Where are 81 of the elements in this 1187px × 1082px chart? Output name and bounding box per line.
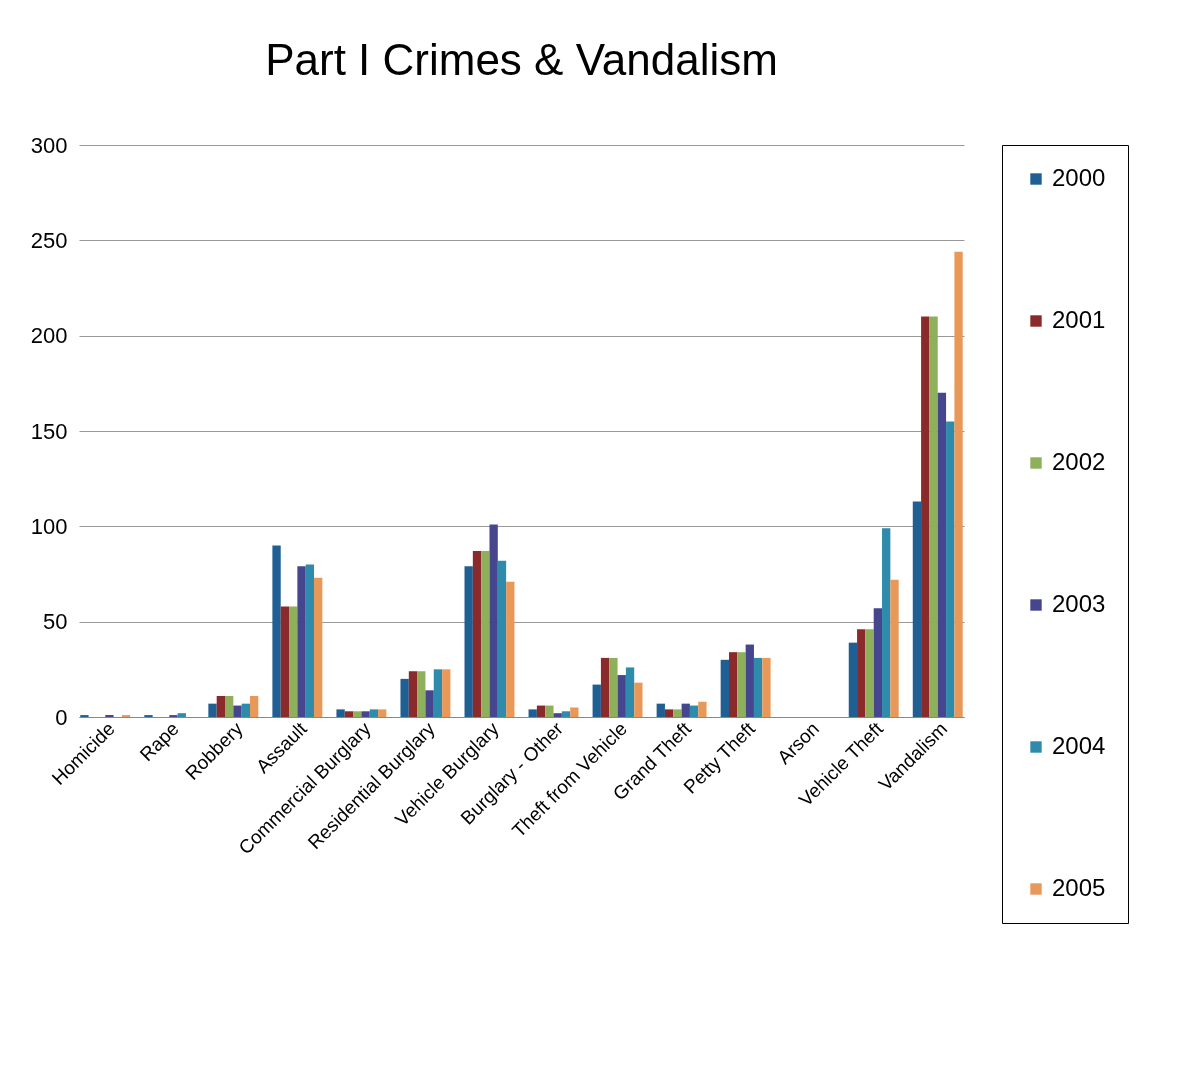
bar (592, 684, 601, 717)
bar (506, 581, 515, 717)
bar (433, 669, 443, 717)
bar (609, 657, 618, 717)
y-tick-label: 250 (30, 227, 68, 253)
legend-label: 2005 (1052, 874, 1106, 901)
bar (762, 657, 771, 717)
bar (233, 705, 242, 717)
bar (297, 566, 306, 717)
legend-label: 2003 (1052, 590, 1106, 617)
bar (882, 528, 891, 717)
bar (314, 577, 323, 717)
legend-label: 2004 (1052, 732, 1106, 759)
bar (634, 682, 643, 717)
legend-label: 2001 (1052, 306, 1106, 333)
bar (225, 696, 234, 717)
bar (553, 713, 562, 717)
bar (417, 671, 426, 717)
bar (528, 709, 537, 717)
bar (937, 392, 947, 717)
chart-title: Part I Crimes & Vandalism (265, 35, 778, 84)
bar (241, 703, 250, 717)
y-tick-label: 150 (30, 418, 68, 444)
bar (408, 671, 418, 717)
bar (737, 652, 746, 717)
bar (890, 579, 899, 717)
bar (929, 316, 938, 717)
bar (249, 696, 259, 717)
bar (442, 669, 451, 717)
bar (536, 705, 546, 717)
bar (336, 709, 345, 717)
bar (289, 606, 298, 717)
bar (873, 608, 883, 717)
bar (400, 678, 409, 717)
bar (745, 644, 754, 717)
y-tick-label: 300 (30, 132, 68, 158)
bar (673, 709, 682, 717)
y-tick-label: 50 (43, 609, 68, 635)
bar (689, 705, 699, 717)
bar (625, 667, 635, 717)
bar (497, 560, 507, 717)
legend-label: 2000 (1052, 164, 1106, 191)
bar (353, 711, 362, 717)
bar (664, 709, 674, 717)
bar (912, 501, 922, 717)
bar (570, 707, 579, 717)
y-tick-label: 200 (30, 323, 68, 349)
bar (545, 705, 554, 717)
y-tick-label: 0 (55, 704, 68, 730)
bar (617, 675, 626, 717)
bar (216, 696, 226, 717)
bar (656, 703, 665, 717)
bar (472, 551, 482, 717)
bar (600, 657, 610, 717)
bar (865, 629, 874, 717)
bar (954, 251, 963, 717)
bar (946, 421, 955, 717)
bar (681, 703, 690, 717)
bar (305, 564, 315, 717)
bar (208, 703, 217, 717)
bar (857, 629, 866, 717)
bar (753, 657, 763, 717)
bar (280, 606, 290, 717)
bar (177, 713, 186, 717)
legend-label: 2002 (1052, 448, 1106, 475)
bar (344, 711, 354, 717)
bar (720, 659, 729, 717)
bar (481, 551, 490, 717)
bar (272, 545, 281, 717)
bar (464, 566, 473, 717)
bar (378, 709, 387, 717)
bar (698, 701, 707, 717)
bar (921, 316, 930, 717)
bar (489, 524, 498, 717)
bar (425, 690, 434, 717)
bar (848, 642, 858, 717)
bar (561, 711, 571, 717)
bar (728, 652, 738, 717)
bar (369, 709, 379, 717)
y-tick-label: 100 (30, 513, 68, 539)
bar (361, 711, 370, 717)
